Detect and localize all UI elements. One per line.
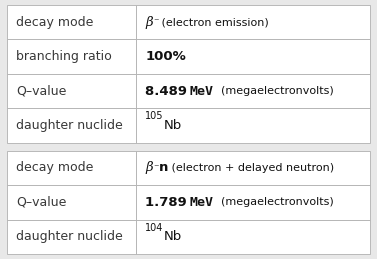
Text: MeV: MeV	[190, 196, 214, 209]
Text: (megaelectronvolts): (megaelectronvolts)	[214, 197, 333, 207]
Text: decay mode: decay mode	[17, 161, 94, 174]
Text: β: β	[145, 161, 153, 174]
Text: Q–value: Q–value	[17, 85, 67, 98]
Text: (electron emission): (electron emission)	[158, 17, 269, 27]
Text: n: n	[158, 161, 168, 174]
Text: 105: 105	[145, 111, 164, 121]
Text: Nb: Nb	[164, 119, 182, 132]
Text: MeV: MeV	[190, 85, 214, 98]
Text: daughter nuclide: daughter nuclide	[17, 230, 123, 243]
Text: decay mode: decay mode	[17, 16, 94, 29]
Text: (electron + delayed neutron): (electron + delayed neutron)	[168, 163, 334, 173]
Text: Q–value: Q–value	[17, 196, 67, 209]
Text: ⁻: ⁻	[153, 163, 158, 173]
Text: 100%: 100%	[145, 50, 186, 63]
Text: Nb: Nb	[164, 230, 182, 243]
Text: branching ratio: branching ratio	[17, 50, 112, 63]
Text: ⁻: ⁻	[153, 17, 158, 27]
Text: (megaelectronvolts): (megaelectronvolts)	[214, 86, 334, 96]
Text: daughter nuclide: daughter nuclide	[17, 119, 123, 132]
Text: 8.489: 8.489	[145, 85, 190, 98]
Text: β: β	[145, 16, 153, 29]
Text: 1.789: 1.789	[145, 196, 190, 209]
Text: 104: 104	[145, 223, 164, 233]
